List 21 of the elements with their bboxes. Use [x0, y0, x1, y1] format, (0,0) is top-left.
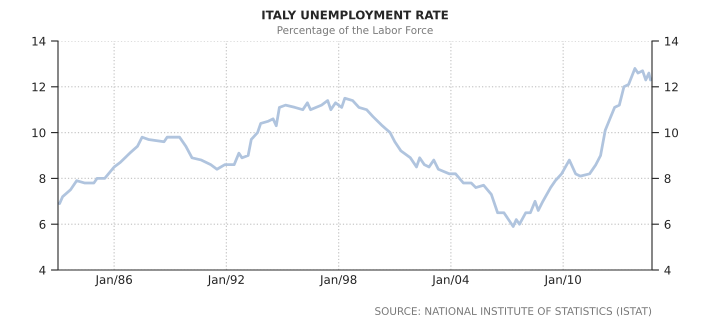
y-tick-label: 10 [32, 128, 46, 138]
y-tick-label: 14 [32, 36, 46, 46]
y2-tick-label: 8 [664, 174, 671, 184]
y-tick-label: 4 [39, 266, 46, 274]
y2-tick-label: 6 [664, 220, 671, 229]
line-series [58, 67, 652, 228]
chart-subtitle: Percentage of the Labor Force [278, 26, 433, 36]
y-tick-label: 12 [32, 82, 46, 92]
x-tick-label: Jan/98 [319, 275, 356, 286]
y2-tick-label: 14 [665, 36, 678, 46]
y-tick-label: 6 [40, 220, 46, 229]
chart-title: ITALY UNEMPLOYMENT RATE [262, 10, 448, 20]
x-tick-label: Jan/04 [432, 275, 469, 286]
source-note: SOURCE: NATIONAL INSTITUTE OF STATISTICS (ISTAT) [375, 306, 652, 316]
y-tick-label: 8 [39, 174, 46, 184]
y2-tick-label: 10 [665, 128, 678, 138]
y2-tick-label: 12 [665, 82, 678, 92]
x-tick-label: Jan/92 [207, 275, 244, 286]
x-tick-label: Jan/10 [544, 275, 581, 286]
x-tick-label: Jan/86 [94, 275, 132, 286]
y2-tick-label: 4 [664, 266, 671, 274]
